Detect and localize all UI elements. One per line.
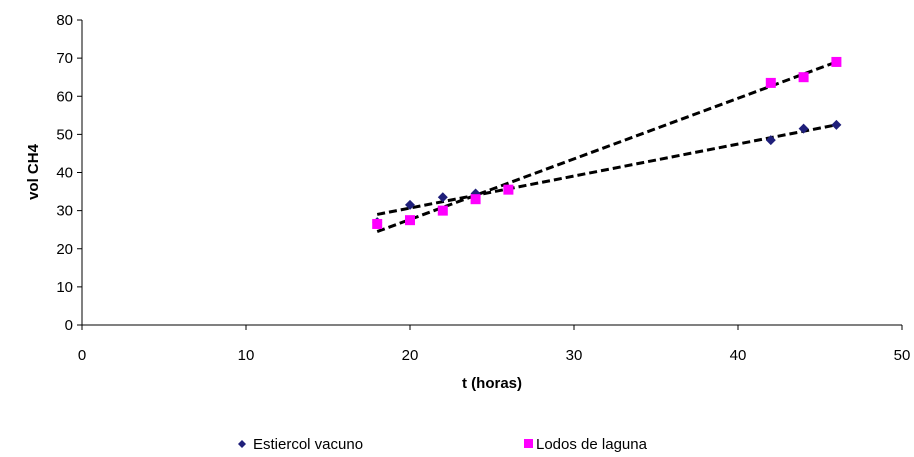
y-tick-label: 60 (56, 88, 73, 105)
y-tick-label: 50 (56, 126, 73, 143)
trendlines (376, 60, 837, 234)
y-axis-title: vol CH4 (25, 143, 42, 200)
y-tick-label: 40 (56, 165, 73, 182)
data-point-lodos-de-laguna (503, 184, 514, 195)
data-point-lodos-de-laguna (798, 72, 809, 83)
legend-item-lodos-de-laguna: Lodos de laguna (524, 436, 648, 453)
data-point-lodos-de-laguna (765, 77, 776, 88)
y-ticks: 0 10 20 30 40 50 60 70 80 (56, 12, 82, 334)
data-point-lodos-de-laguna (372, 218, 383, 229)
data-point-lodos-de-laguna (437, 205, 448, 216)
data-point-estiercol-vacuno (831, 119, 842, 130)
legend-label: Lodos de laguna (536, 436, 648, 453)
data-point-estiercol-vacuno (437, 192, 448, 203)
data-point-estiercol-vacuno (405, 199, 415, 210)
x-tick-label: 20 (402, 347, 419, 364)
trendline-lodos-de-laguna (376, 60, 837, 234)
x-tick-label: 40 (730, 347, 747, 364)
axes (81, 20, 902, 326)
legend: Estiercol vacuno Lodos de laguna (238, 436, 648, 453)
data-point-estiercol-vacuno (798, 123, 809, 134)
legend-marker-diamond (238, 440, 246, 448)
x-tick-label: 10 (238, 347, 255, 364)
legend-item-estiercol-vacuno: Estiercol vacuno (238, 436, 363, 453)
x-axis-title: t (horas) (462, 375, 522, 392)
data-point-lodos-de-laguna (831, 56, 842, 67)
y-tick-label: 10 (56, 279, 73, 296)
data-point-estiercol-vacuno (765, 135, 776, 146)
legend-marker-square (524, 439, 533, 448)
data-point-lodos-de-laguna (470, 194, 481, 205)
y-tick-label: 70 (56, 50, 73, 67)
y-tick-label: 0 (65, 317, 73, 334)
trendline-estiercol-vacuno (376, 123, 837, 216)
data-point-lodos-de-laguna (405, 215, 415, 226)
x-tick-label: 50 (894, 347, 911, 364)
y-tick-label: 80 (56, 12, 73, 29)
data-points (372, 56, 842, 229)
legend-label: Estiercol vacuno (253, 436, 363, 453)
y-tick-label: 20 (56, 241, 73, 258)
x-tick-label: 0 (78, 347, 86, 364)
x-ticks: 0 10 20 30 40 50 (78, 325, 911, 364)
x-tick-label: 30 (566, 347, 583, 364)
y-tick-label: 30 (56, 203, 73, 220)
